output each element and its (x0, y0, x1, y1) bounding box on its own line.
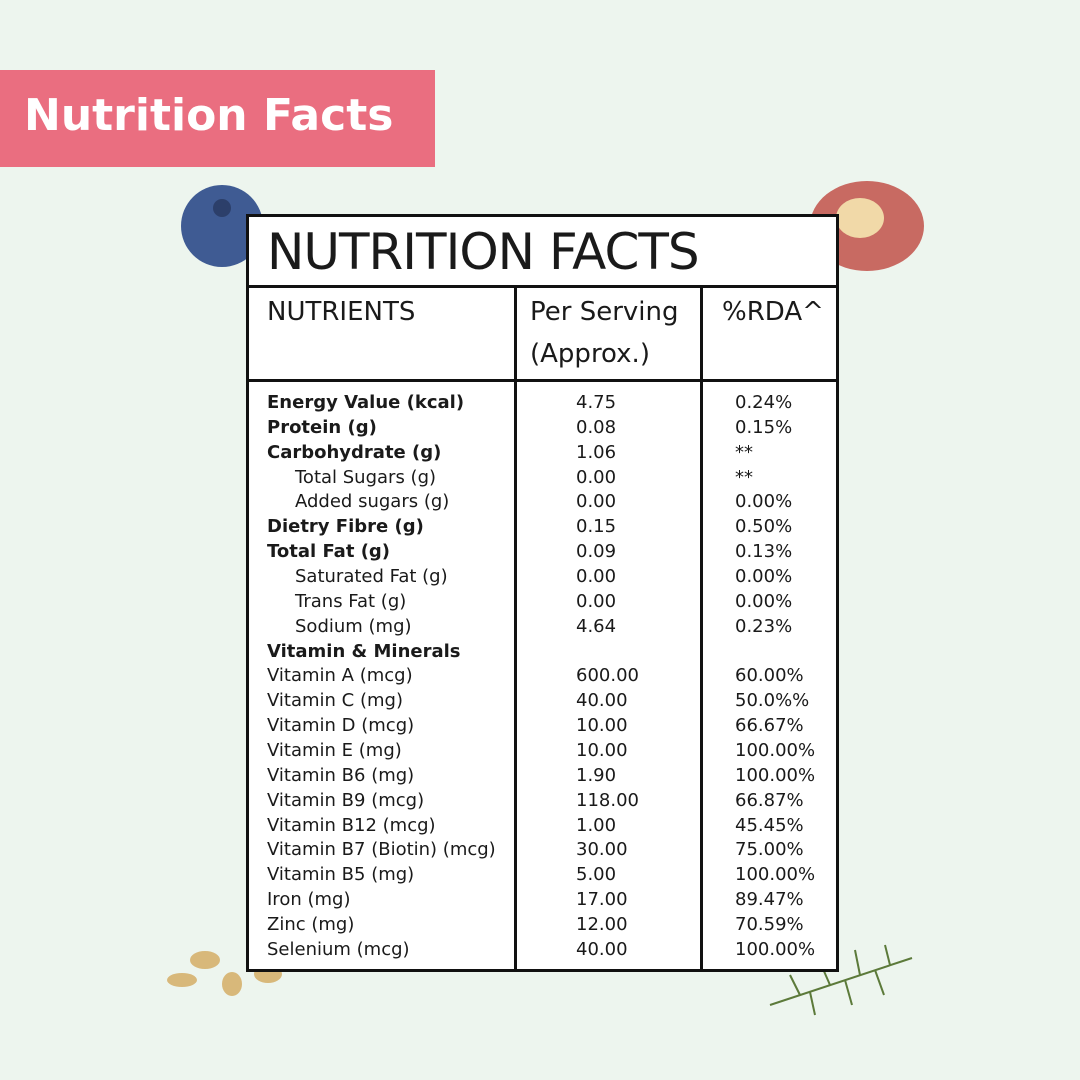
cell: 4.64 (576, 615, 617, 637)
blueberry-crown (213, 199, 231, 217)
cell: Vitamin B6 (mg) (267, 764, 415, 786)
cell: 0.15% (735, 416, 793, 438)
cell: Vitamin D (mcg) (267, 715, 415, 737)
cell: 100.00% (735, 938, 816, 960)
table-title: NUTRITION FACTS (267, 223, 700, 281)
nutrition-table: NUTRITION FACTS NUTRIENTS Per Serving (A… (246, 214, 839, 972)
cell: Selenium (mcg) (267, 938, 410, 960)
cell: Dietry Fibre (g) (267, 516, 424, 538)
column-rule (514, 288, 517, 969)
cell: Total Sugars (g) (295, 466, 437, 488)
cell: 75.00% (735, 839, 804, 861)
cell: 12.00 (576, 914, 628, 936)
rule (249, 285, 836, 288)
rule (249, 379, 836, 382)
header: NUTRIENTS (267, 297, 416, 327)
cell: Added sugars (g) (295, 491, 450, 513)
cell: 0.13% (735, 541, 793, 563)
cell: 1.06 (576, 441, 617, 463)
cell: Vitamin B12 (mcg) (267, 814, 436, 836)
banner-title: Nutrition Facts (24, 90, 394, 141)
cell: 66.67% (735, 715, 804, 737)
cell: 1.00 (576, 814, 617, 836)
cell: Vitamin B5 (mg) (267, 864, 415, 886)
cell: 66.87% (735, 789, 804, 811)
rosemary (769, 944, 913, 1016)
cell: 118.00 (576, 789, 639, 811)
cell: Vitamin C (mg) (267, 690, 403, 712)
cell: 0.00% (735, 590, 793, 612)
cell: Saturated Fat (g) (295, 566, 448, 588)
cell: Vitamin A (mcg) (267, 665, 413, 687)
cell: 40.00 (576, 690, 628, 712)
cell: Vitamin B9 (mcg) (267, 789, 425, 811)
cell: 60.00% (735, 665, 804, 687)
column-rule (700, 288, 703, 969)
header: %RDA^ (722, 297, 824, 327)
cell: 10.00 (576, 740, 628, 762)
cell: Vitamin & Minerals (267, 640, 461, 662)
cell: Trans Fat (g) (295, 590, 407, 612)
cell: 1.90 (576, 764, 617, 786)
cell: 0.08 (576, 416, 617, 438)
cell: ** (735, 466, 753, 488)
cell: Vitamin E (mg) (267, 740, 402, 762)
cell: 100.00% (735, 864, 816, 886)
cell: 0.09 (576, 541, 617, 563)
cell: 600.00 (576, 665, 639, 687)
cell: 17.00 (576, 889, 628, 911)
cell: 0.24% (735, 392, 793, 413)
banner: Nutrition Facts (0, 70, 435, 167)
cell: 0.15 (576, 516, 617, 538)
cell: 50.0%% (735, 690, 810, 712)
cell: 70.59% (735, 914, 804, 936)
cell: 4.75 (576, 392, 617, 413)
cell: 0.00 (576, 466, 617, 488)
cell: Protein (g) (267, 416, 377, 438)
grape-seed (836, 198, 884, 238)
header: Per Serving (530, 297, 679, 327)
header: (Approx.) (530, 339, 650, 369)
cell: 10.00 (576, 715, 628, 737)
cell: 0.00 (576, 491, 617, 513)
cell: Zinc (mg) (267, 914, 355, 936)
cell: Energy Value (kcal) (267, 392, 465, 413)
cell: 100.00% (735, 764, 816, 786)
cell: 30.00 (576, 839, 628, 861)
cell: Carbohydrate (g) (267, 441, 442, 463)
cell: 0.23% (735, 615, 793, 637)
cell: 5.00 (576, 864, 617, 886)
cell: Sodium (mg) (295, 615, 412, 637)
cell: 0.00% (735, 566, 793, 588)
cell: 0.00% (735, 491, 793, 513)
cell: 89.47% (735, 889, 804, 911)
cell: Total Fat (g) (267, 541, 391, 563)
cell: 0.50% (735, 516, 793, 538)
cell: Vitamin B7 (Biotin) (mcg) (267, 839, 496, 861)
cell: 45.45% (735, 814, 804, 836)
blueberry (181, 185, 263, 267)
cell: 100.00% (735, 740, 816, 762)
cell: ** (735, 441, 753, 463)
cell: 40.00 (576, 938, 628, 960)
cell: 0.00 (576, 590, 617, 612)
cell: Iron (mg) (267, 889, 351, 911)
cell: 0.00 (576, 566, 617, 588)
